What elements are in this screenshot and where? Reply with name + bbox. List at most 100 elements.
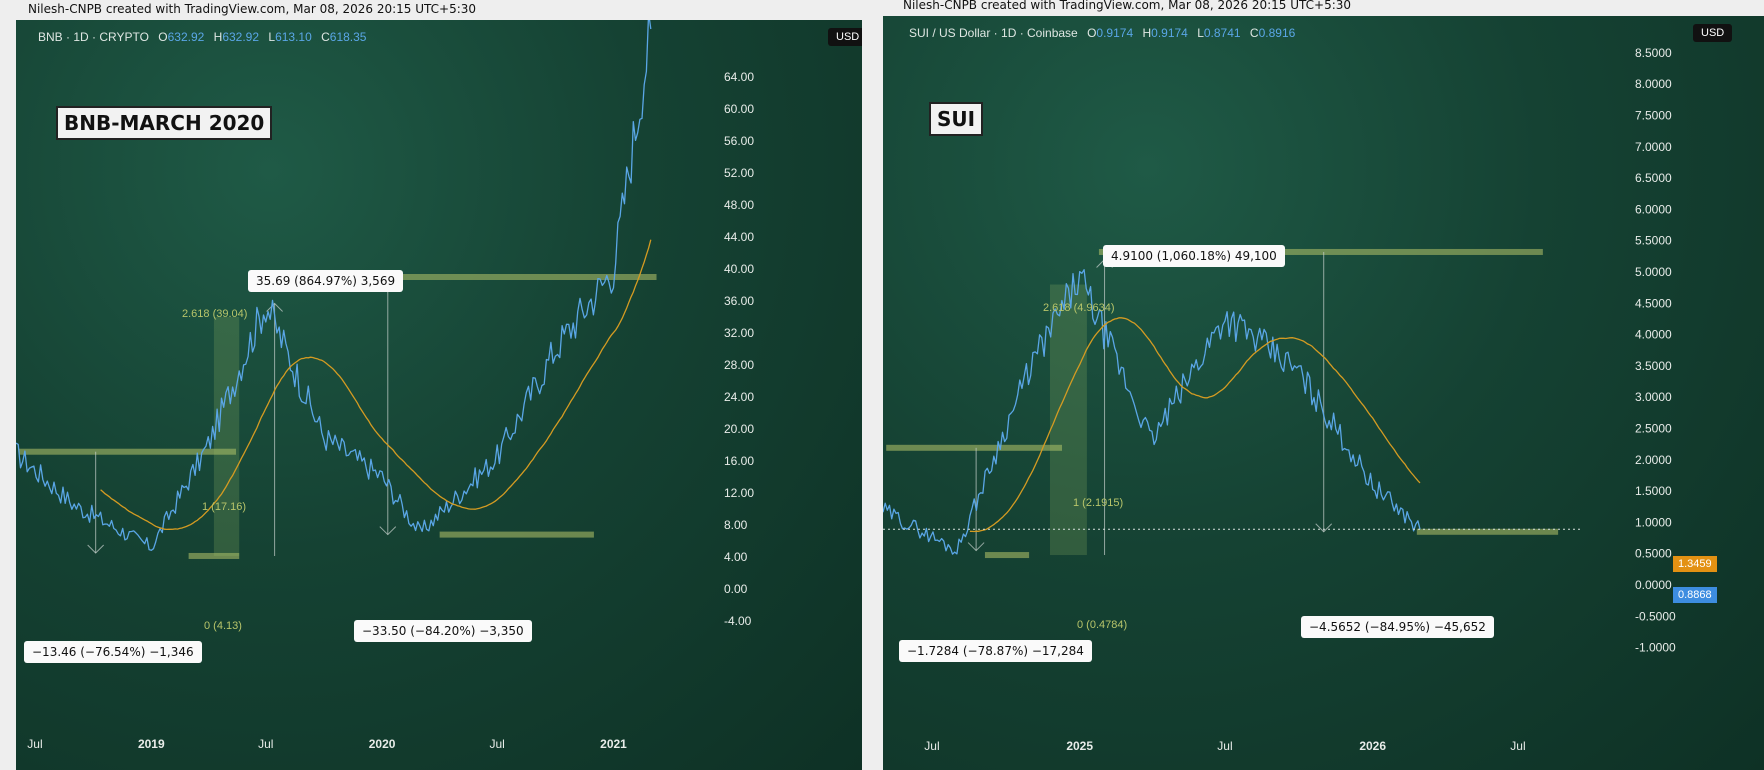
sui-currency-button[interactable]: USD [1693, 24, 1733, 42]
sui-fib-zone [1049, 284, 1087, 556]
bnb-chart-svg: 64.00 60.00 56.00 52.00 48.00 44.00 40.00 36.00… [16, 20, 754, 751]
sui-low-measure-label: −1.7284 (−78.87%) −17,284 [899, 640, 1092, 662]
bnb-fib-1-label: 1 (17.16) [202, 501, 247, 513]
bnb-fib-0-label: 0 (4.13) [204, 620, 242, 632]
sui-y-tick-19: -1.0000 [1635, 641, 1676, 655]
sui-y-tick-3: 7.0000 [1635, 140, 1672, 154]
bnb-measure-arrowhead-0 [87, 544, 105, 554]
bnb-y-tick-15: 4.00 [724, 550, 748, 564]
sui-close-value: 0.8916 [1258, 26, 1296, 40]
sui-last-price-tag: 0.8868 [1673, 587, 1717, 603]
sui-top-measure-label: 4.9100 (1,060.18%) 49,100 [1103, 245, 1285, 267]
bnb-title-box: BNB-MARCH 2020 [56, 106, 273, 140]
sui-fib-line-2 [984, 552, 1030, 559]
bnb-measure-arrowhead-1 [266, 302, 283, 312]
sui-y-tick-12: 2.5000 [1635, 422, 1672, 436]
sui-y-tick-4: 6.5000 [1635, 171, 1672, 185]
bnb-chart-panel: 64.00 60.00 56.00 52.00 48.00 44.00 40.00 36.00… [16, 20, 862, 770]
sui-y-tick-6: 5.5000 [1635, 234, 1672, 248]
bnb-x-tick-5: 2021 [600, 737, 627, 751]
bnb-fib-line-3 [439, 531, 594, 538]
bnb-top-measure-label: 35.69 (864.97%) 3,569 [248, 270, 404, 292]
sui-y-tick-14: 1.5000 [1635, 484, 1672, 498]
bnb-x-tick-3: 2020 [369, 737, 396, 751]
bnb-fib-2618-label: 2.618 (39.04) [182, 308, 248, 320]
sui-open-label: O [1087, 26, 1097, 40]
sui-low-value: 0.8741 [1203, 26, 1241, 40]
sui-low-label: L [1197, 26, 1204, 40]
bnb-low-measure-label: −13.46 (−76.54%) −1,346 [24, 641, 202, 663]
sui-y-tick-10: 3.5000 [1635, 359, 1672, 373]
bnb-currency-button[interactable]: USD [828, 28, 862, 46]
sui-x-tick-4: Jul [1510, 739, 1525, 753]
sui-high-value: 0.9174 [1151, 26, 1188, 40]
bnb-open-label: O [158, 30, 168, 44]
bnb-y-tick-12: 16.00 [724, 454, 754, 468]
bnb-symbol: BNB · 1D · CRYPTO [38, 30, 149, 44]
sui-y-tick-5: 6.0000 [1635, 202, 1672, 216]
sui-y-tick-7: 5.0000 [1635, 265, 1672, 279]
bnb-y-tick-14: 8.00 [724, 518, 748, 532]
bnb-y-tick-16: 0.00 [724, 582, 748, 596]
sui-open-value: 0.9174 [1096, 26, 1134, 40]
sui-x-tick-1: 2025 [1066, 739, 1093, 753]
sui-fib-2618-label: 2.618 (4.9634) [1043, 302, 1115, 314]
sui-y-tick-18: -0.5000 [1635, 609, 1676, 623]
sui-symbol-header: SUI / US Dollar · 1D · Coinbase O0.9174 … [909, 26, 1295, 40]
bnb-y-tick-13: 12.00 [724, 486, 754, 500]
bnb-symbol-header: BNB · 1D · CRYPTO O632.92 H632.92 L613.1… [38, 30, 366, 44]
bnb-y-tick-5: 44.00 [724, 230, 754, 244]
bnb-measure-arrowhead-2 [379, 526, 397, 536]
right-credit: Nilesh-CNPB created with TradingView.com… [903, 0, 1352, 12]
bnb-open-value: 632.92 [167, 30, 205, 44]
sui-y-tick-1: 8.0000 [1635, 77, 1672, 91]
bnb-y-tick-9: 28.00 [724, 358, 754, 372]
bnb-y-tick-1: 60.00 [724, 102, 754, 116]
sui-y-tick-17: 0.0000 [1635, 578, 1672, 592]
sui-fib-line-0 [1098, 248, 1543, 255]
sui-x-tick-3: 2026 [1359, 739, 1386, 753]
bnb-y-tick-2: 56.00 [724, 134, 754, 148]
sui-ma-price-tag: 1.3459 [1673, 556, 1717, 572]
bnb-fib-line-0 [265, 274, 657, 280]
sui-y-tick-16: 0.5000 [1635, 547, 1672, 561]
bnb-mid-measure-label: −33.50 (−84.20%) −3,350 [354, 620, 532, 642]
bnb-y-tick-11: 20.00 [724, 422, 754, 436]
sui-y-tick-15: 1.0000 [1635, 515, 1672, 529]
sui-title-box: SUI [929, 102, 984, 136]
sui-price-line [883, 269, 1421, 555]
bnb-y-tick-6: 40.00 [724, 262, 754, 276]
sui-fib-0-label: 0 (0.4784) [1077, 619, 1128, 631]
sui-y-tick-13: 2.0000 [1635, 453, 1672, 467]
bnb-high-label: H [213, 30, 223, 44]
left-credit: Nilesh-CNPB created with TradingView.com… [28, 2, 477, 16]
sui-x-tick-2: Jul [1217, 739, 1232, 753]
bnb-y-tick-10: 24.00 [724, 390, 754, 404]
bnb-low-label: L [268, 30, 276, 44]
bnb-y-tick-8: 32.00 [724, 326, 754, 340]
bnb-price-line [16, 20, 652, 551]
bnb-moving-average-line [100, 239, 652, 531]
bnb-x-tick-2: Jul [258, 737, 273, 751]
sui-y-tick-9: 4.0000 [1635, 328, 1672, 342]
sui-fib-line-1 [886, 444, 1063, 451]
bnb-close-label: C [321, 30, 330, 44]
bnb-close-value: 618.35 [329, 30, 367, 44]
bnb-x-tick-0: Jul [27, 737, 42, 751]
sui-fib-line-3 [1416, 528, 1559, 535]
bnb-y-tick-4: 48.00 [724, 198, 754, 212]
bnb-high-value: 632.92 [222, 30, 260, 44]
sui-chart-svg: 8.5000 8.0000 7.5000 7.0000 6.5000 6.0000 5.50… [883, 46, 1676, 753]
sui-high-label: H [1142, 26, 1152, 40]
bnb-fib-line-1 [18, 448, 237, 455]
bnb-x-tick-1: 2019 [138, 737, 165, 751]
bnb-low-value: 613.10 [275, 30, 312, 44]
sui-mid-measure-label: −4.5652 (−84.95%) −45,652 [1301, 616, 1494, 638]
bnb-y-tick-0: 64.00 [724, 70, 754, 84]
sui-fib-1-label: 1 (2.1915) [1073, 497, 1124, 509]
bnb-y-tick-3: 52.00 [724, 166, 754, 180]
sui-chart-panel: 8.5000 8.0000 7.5000 7.0000 6.5000 6.0000 5.50… [883, 16, 1764, 770]
sui-x-tick-0: Jul [924, 739, 939, 753]
bnb-fib-zone [213, 317, 240, 556]
sui-measure-arrowhead-2 [1315, 523, 1333, 533]
